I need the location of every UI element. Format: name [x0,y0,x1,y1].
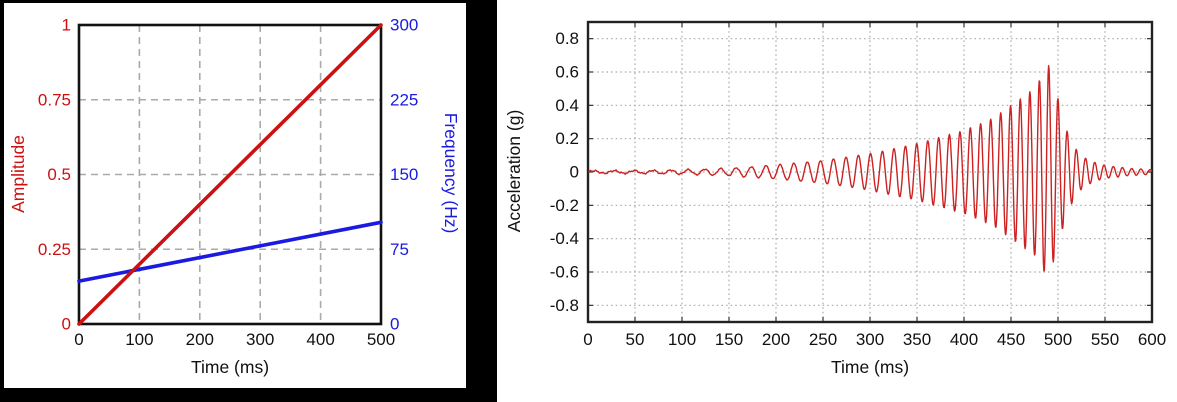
right-chart-xtick-labels: 0 50 100 150 200 250 300 350 400 450 500 550 600 [583,330,1166,349]
right-chart-xlabel: Time (ms) [831,357,909,377]
xtick-label: 200 [762,330,790,349]
left-chart-ylabel-right: Frequency (Hz) [441,113,461,234]
xtick-label: 100 [125,330,153,349]
xtick-label: 400 [306,330,334,349]
xtick-label: 500 [1044,330,1072,349]
ytick-label: -0.6 [550,263,579,282]
ytick-label-left: 0.25 [38,240,71,259]
ytick-label: 0 [570,163,579,182]
ytick-label-left: 0 [62,315,71,334]
xtick-label: 0 [74,330,83,349]
xtick-label: 300 [856,330,884,349]
ytick-label: -0.4 [550,229,579,248]
ytick-label-left: 0.5 [47,165,71,184]
right-chart-ytick-labels: -0.8 -0.6 -0.4 -0.2 0 0.2 0.4 0.6 0.8 [550,29,579,315]
left-chart-plot-border [77,23,383,326]
ytick-label: 0.4 [555,96,579,115]
amplitude-line [77,23,383,326]
left-chart-ylabel-left: Amplitude [8,135,28,213]
xtick-label: 0 [583,330,592,349]
left-chart-xlabel: Time (ms) [191,357,269,377]
xtick-label: 400 [950,330,978,349]
frequency-line [77,220,383,283]
ytick-label: -0.2 [550,196,579,215]
ytick-label-right: 225 [390,90,418,109]
ytick-label: -0.8 [550,296,579,315]
left-chart-yticks-right: 0 75 150 225 300 [390,16,418,334]
ytick-label: 0.2 [555,129,579,148]
right-chart-series [587,64,1153,272]
xtick-label: 500 [367,330,395,349]
ytick-label-right: 75 [390,240,409,259]
left-chart-yticks-left: 0 0.25 0.5 0.75 1 [38,16,71,334]
ytick-label-right: 150 [390,165,418,184]
xtick-label: 450 [997,330,1025,349]
xtick-label: 550 [1091,330,1119,349]
xtick-label: 50 [626,330,645,349]
xtick-label: 300 [246,330,274,349]
ytick-label: 0.6 [555,63,579,82]
xtick-label: 600 [1138,330,1166,349]
left-chart-series [77,23,383,326]
acceleration-chart: -0.8 -0.6 -0.4 -0.2 0 0.2 0.4 0.6 0.8 0 50 100 150 2… [504,20,1166,377]
chirp-parameters-chart: 0 0.25 0.5 0.75 1 0 75 150 225 300 0 100 200 300 400… [0,0,497,402]
left-chart-xticks: 0 100 200 300 400 500 [74,330,395,349]
xtick-label: 350 [903,330,931,349]
right-chart-plot-border [586,20,1154,324]
xtick-label: 150 [715,330,743,349]
xtick-label: 200 [186,330,214,349]
right-chart-gridlines [588,22,1152,322]
ytick-label-right: 0 [390,315,399,334]
xtick-label: 100 [668,330,696,349]
ytick-label-right: 300 [390,16,418,35]
ytick-label: 0.8 [555,29,579,48]
ytick-label-left: 1 [62,16,71,35]
ytick-label-left: 0.75 [38,90,71,109]
acceleration-waveform [587,64,1153,272]
xtick-label: 250 [809,330,837,349]
right-chart-ylabel: Acceleration (g) [504,110,524,233]
